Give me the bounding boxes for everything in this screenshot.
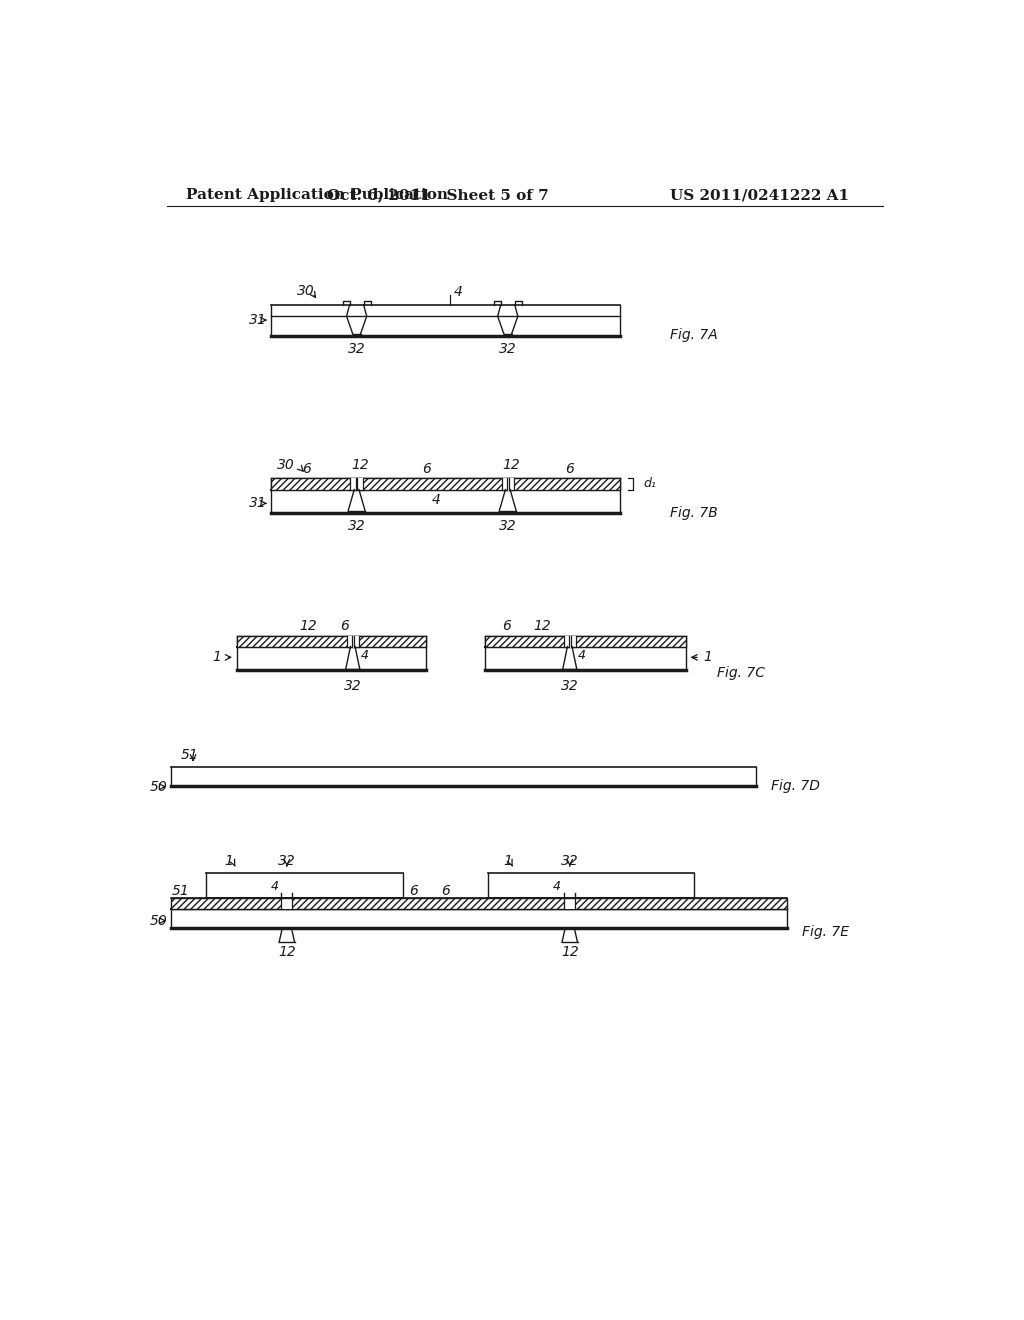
Text: 32: 32 xyxy=(561,854,579,867)
Text: Fig. 7A: Fig. 7A xyxy=(671,329,718,342)
Text: 12: 12 xyxy=(561,945,579,958)
Text: 12: 12 xyxy=(278,945,296,958)
Bar xyxy=(271,478,621,490)
Text: 4: 4 xyxy=(578,648,586,661)
Text: 1: 1 xyxy=(703,651,712,664)
Text: 4: 4 xyxy=(271,879,280,892)
Bar xyxy=(282,898,292,909)
Text: 32: 32 xyxy=(348,342,366,356)
Text: 51: 51 xyxy=(172,884,189,899)
Text: US 2011/0241222 A1: US 2011/0241222 A1 xyxy=(671,189,850,202)
Text: 6: 6 xyxy=(565,462,574,475)
Text: 6: 6 xyxy=(422,462,431,475)
Bar xyxy=(563,636,575,648)
Text: 1: 1 xyxy=(213,651,221,664)
Text: 12: 12 xyxy=(534,619,552,632)
Bar xyxy=(502,478,514,491)
Bar xyxy=(346,636,359,648)
Bar xyxy=(237,636,426,647)
Text: 32: 32 xyxy=(278,854,296,867)
Text: 31: 31 xyxy=(249,313,266,327)
Text: 6: 6 xyxy=(441,883,451,898)
Bar xyxy=(350,478,362,491)
Text: 4: 4 xyxy=(553,879,560,892)
Text: 1: 1 xyxy=(504,854,512,867)
Text: 32: 32 xyxy=(344,678,361,693)
Text: 6: 6 xyxy=(341,619,349,632)
Text: 32: 32 xyxy=(499,520,517,533)
Text: 6: 6 xyxy=(410,883,419,898)
Text: 6: 6 xyxy=(302,462,310,475)
Text: Fig. 7B: Fig. 7B xyxy=(671,506,718,520)
Text: 12: 12 xyxy=(300,619,317,632)
Text: Oct. 6, 2011   Sheet 5 of 7: Oct. 6, 2011 Sheet 5 of 7 xyxy=(327,189,549,202)
Text: Fig. 7C: Fig. 7C xyxy=(717,665,765,680)
Text: Fig. 7E: Fig. 7E xyxy=(802,925,849,940)
Text: 6: 6 xyxy=(502,619,511,632)
Bar xyxy=(484,636,686,647)
Text: 1: 1 xyxy=(224,854,233,867)
Text: d₁: d₁ xyxy=(643,478,656,490)
Text: 32: 32 xyxy=(561,678,579,693)
Text: 4: 4 xyxy=(360,648,369,661)
Text: 12: 12 xyxy=(351,458,370,471)
Text: 30: 30 xyxy=(276,458,295,471)
Text: 31: 31 xyxy=(249,496,266,511)
Text: 12: 12 xyxy=(503,458,520,471)
Text: 4: 4 xyxy=(454,285,463,298)
Text: 51: 51 xyxy=(181,748,199,762)
Text: 50: 50 xyxy=(151,780,168,793)
Text: 32: 32 xyxy=(499,342,517,356)
Text: 32: 32 xyxy=(348,520,366,533)
Text: Fig. 7D: Fig. 7D xyxy=(771,779,820,793)
Bar xyxy=(171,898,786,909)
Text: 4: 4 xyxy=(432,492,441,507)
Bar xyxy=(564,898,575,909)
Text: Patent Application Publication: Patent Application Publication xyxy=(186,189,449,202)
Text: 30: 30 xyxy=(297,284,315,298)
Text: 50: 50 xyxy=(151,913,168,928)
